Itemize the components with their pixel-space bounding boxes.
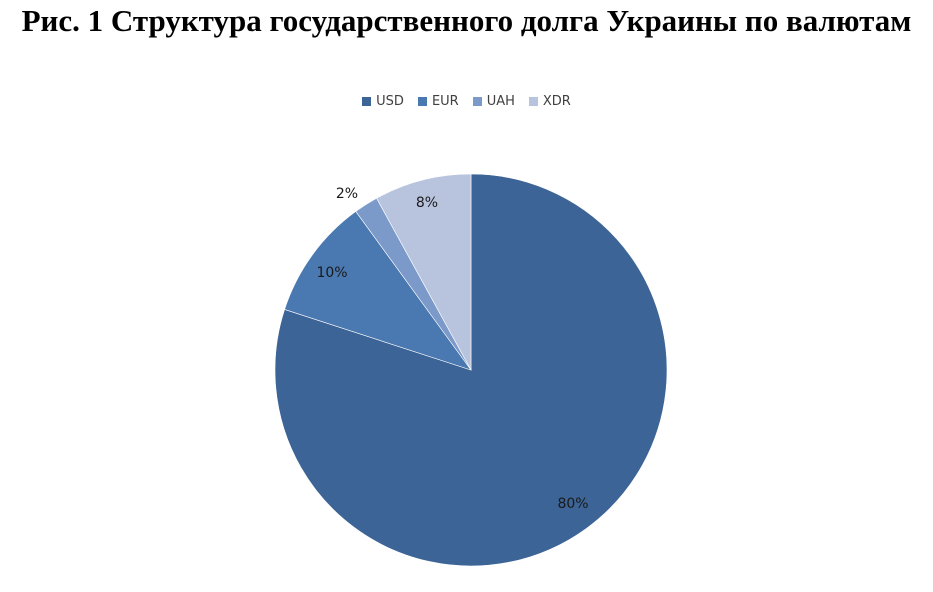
legend-swatch-usd [362,97,372,106]
legend-swatch-uah [472,97,482,106]
legend-label-uah: UAH [486,94,515,109]
pie-slice-eur [284,211,472,371]
chart-title: Рис. 1 Структура государственного долга … [21,3,912,38]
legend-item-uah: UAH [472,94,515,109]
legend-label-usd: USD [376,94,404,109]
chart-legend: USD EUR UAH XDR [0,94,933,109]
slice-label-uah: 2% [336,186,358,202]
legend-item-usd: USD [362,94,404,109]
slice-label-xdr: 8% [416,195,438,211]
legend-label-xdr: XDR [542,94,571,109]
pie-labels: 80% 10% 2% 8% [316,186,588,512]
legend-swatch-xdr [528,97,538,106]
slice-label-usd: 80% [557,496,588,512]
legend-label-eur: EUR [431,94,459,109]
legend-item-eur: EUR [417,94,459,109]
pie-slice-xdr [376,173,472,371]
pie-slices [274,173,668,567]
legend-swatch-eur [417,97,427,106]
legend-item-xdr: XDR [528,94,571,109]
slice-label-eur: 10% [316,265,347,281]
